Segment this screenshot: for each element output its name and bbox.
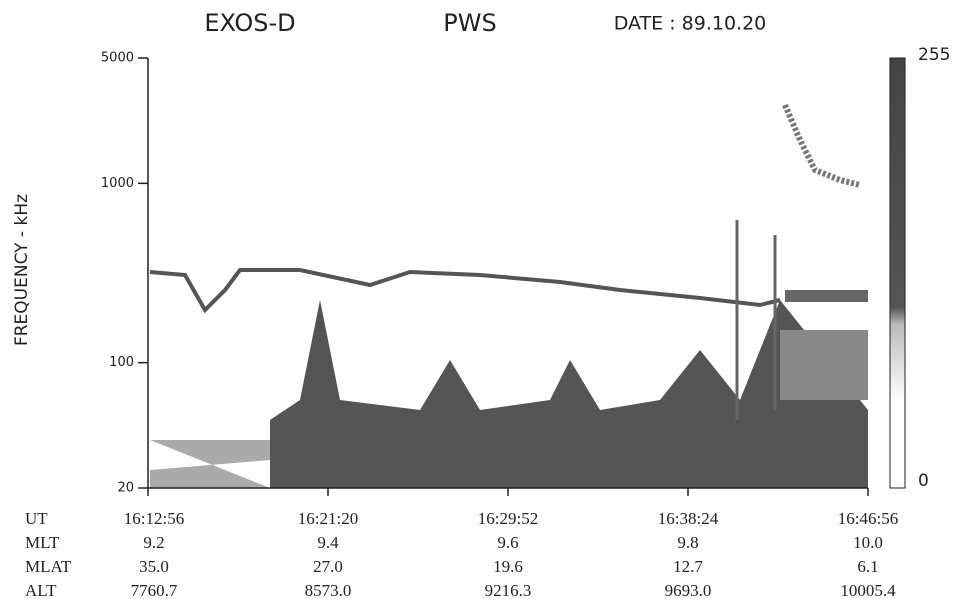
ephemeris-value: 35.0 — [139, 557, 169, 576]
colorbar-tick-label: 0 — [918, 471, 929, 491]
ephemeris-value: 16:12:56 — [124, 509, 184, 528]
ephemeris-value: 8573.0 — [305, 581, 352, 599]
ephemeris-label: MLT — [25, 533, 60, 552]
spectrogram-texture — [149, 103, 868, 488]
ephemeris-value: 6.1 — [857, 557, 878, 576]
ephemeris-value: 10.0 — [853, 533, 883, 552]
chart-subtitle: PWS — [443, 9, 496, 37]
ephemeris-value: 9.4 — [317, 533, 339, 552]
ephemeris-value: 16:38:24 — [658, 509, 719, 528]
ephemeris-value: 16:21:20 — [298, 509, 358, 528]
ephemeris-value: 9693.0 — [665, 581, 712, 599]
colorbar — [889, 57, 906, 489]
chart-title: EXOS-D — [204, 9, 295, 37]
y-tick-label: 20 — [117, 481, 134, 496]
ephemeris-value: 9.8 — [677, 533, 698, 552]
y-axis-label: FREQUENCY - kHz — [12, 194, 32, 346]
ephemeris-value: 19.6 — [493, 557, 523, 576]
ephemeris-value: 9216.3 — [485, 581, 532, 599]
y-tick-label: 100 — [109, 355, 134, 370]
ephemeris-label: UT — [25, 509, 48, 528]
chart-date: DATE : 89.10.20 — [614, 13, 767, 35]
ephemeris-value: 12.7 — [673, 557, 703, 576]
ephemeris-value: 10005.4 — [840, 581, 896, 599]
ephemeris-label: MLAT — [25, 557, 72, 576]
colorbar-tick-label: 255 — [918, 45, 950, 65]
ephemeris-value: 27.0 — [313, 557, 343, 576]
y-tick-label: 1000 — [101, 176, 134, 191]
ephemeris-value: 16:29:52 — [478, 509, 538, 528]
ephemeris-value: 9.6 — [497, 533, 518, 552]
ephemeris-value: 16:46:56 — [838, 509, 898, 528]
ephemeris-value: 7760.7 — [131, 581, 178, 599]
ephemeris-value: 9.2 — [143, 533, 164, 552]
y-tick-label: 5000 — [101, 51, 134, 66]
ephemeris-label: ALT — [25, 581, 57, 599]
